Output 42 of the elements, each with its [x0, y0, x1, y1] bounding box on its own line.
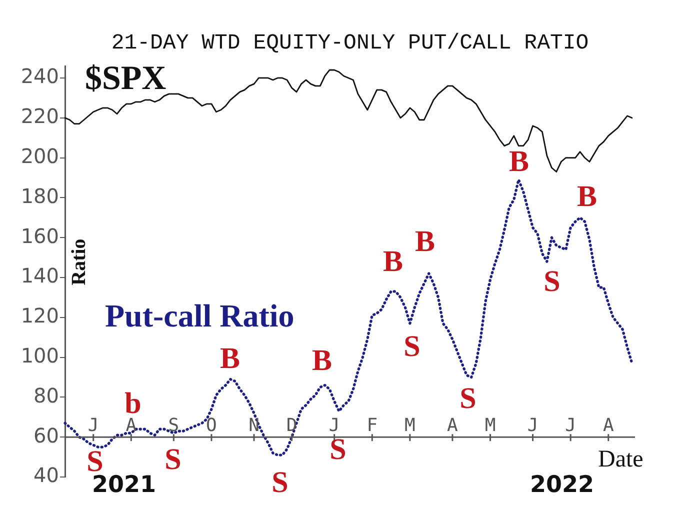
x-tick-label: J — [328, 415, 340, 436]
annotation: B — [576, 180, 598, 213]
series-label: Put-call Ratio — [105, 297, 294, 334]
annotation: B — [382, 244, 404, 278]
x-tick-label: F — [366, 415, 378, 436]
y-tick-label: 220 — [20, 104, 59, 128]
y-tick-label: 120 — [20, 304, 59, 328]
x-axis-title: Date — [598, 446, 644, 472]
x-tick-label: S — [168, 415, 180, 436]
annotation: S — [460, 382, 476, 415]
x-tick-label: J — [88, 415, 99, 436]
annotation: S — [544, 264, 560, 298]
x-tick-label: M — [484, 415, 496, 436]
chart-title: 21-DAY WTD EQUITY-ONLY PUT/CALL RATIO — [111, 32, 589, 56]
x-tick-label: A — [126, 415, 137, 436]
x-tick-label: N — [248, 415, 260, 436]
annotation: B — [312, 344, 332, 377]
y-tick-label: 240 — [20, 64, 59, 88]
annotation: S — [272, 466, 288, 499]
annotation: S — [404, 330, 420, 363]
y-tick-label: 200 — [20, 144, 59, 168]
y-tick-label: 40 — [34, 463, 59, 488]
y-tick-label: 140 — [20, 264, 59, 288]
x-tick-label: J — [527, 415, 538, 436]
annotation: S — [164, 442, 182, 476]
y-tick-label: 180 — [20, 184, 59, 208]
x-tick-label: A — [602, 415, 614, 436]
x-tick-label: D — [286, 415, 298, 436]
annotation: 2022 — [530, 472, 594, 498]
series-label: $SPX — [85, 60, 167, 97]
x-tick-label: O — [206, 415, 217, 436]
y-axis-title: Ratio — [68, 238, 90, 286]
x-tick-label: A — [447, 415, 458, 436]
annotation: B — [220, 342, 240, 375]
annotation: B — [414, 224, 436, 258]
annotation: B — [508, 144, 530, 178]
y-tick-label: 60 — [34, 423, 59, 448]
y-tick-label: 160 — [20, 224, 59, 248]
x-tick-label: J — [565, 415, 576, 436]
y-tick-label: 100 — [20, 343, 59, 368]
y-tick-label: 80 — [34, 383, 59, 408]
x-tick-label: M — [404, 415, 416, 436]
